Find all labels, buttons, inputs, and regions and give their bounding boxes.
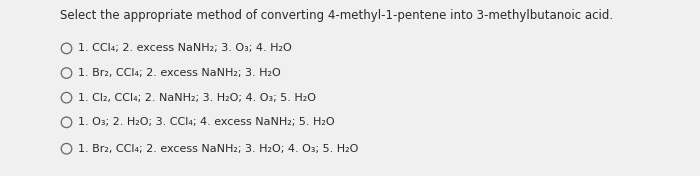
Text: Select the appropriate method of converting 4-methyl-1-pentene into 3-methylbuta: Select the appropriate method of convert… — [60, 9, 612, 22]
Text: 1. Br₂, CCl₄; 2. excess NaNH₂; 3. H₂O; 4. O₃; 5. H₂O: 1. Br₂, CCl₄; 2. excess NaNH₂; 3. H₂O; 4… — [78, 144, 359, 154]
Text: 1. Br₂, CCl₄; 2. excess NaNH₂; 3. H₂O: 1. Br₂, CCl₄; 2. excess NaNH₂; 3. H₂O — [78, 68, 281, 78]
Text: 1. Cl₂, CCl₄; 2. NaNH₂; 3. H₂O; 4. O₃; 5. H₂O: 1. Cl₂, CCl₄; 2. NaNH₂; 3. H₂O; 4. O₃; 5… — [78, 93, 316, 103]
Text: 1. CCl₄; 2. excess NaNH₂; 3. O₃; 4. H₂O: 1. CCl₄; 2. excess NaNH₂; 3. O₃; 4. H₂O — [78, 43, 292, 53]
Text: 1. O₃; 2. H₂O; 3. CCl₄; 4. excess NaNH₂; 5. H₂O: 1. O₃; 2. H₂O; 3. CCl₄; 4. excess NaNH₂;… — [78, 117, 335, 127]
